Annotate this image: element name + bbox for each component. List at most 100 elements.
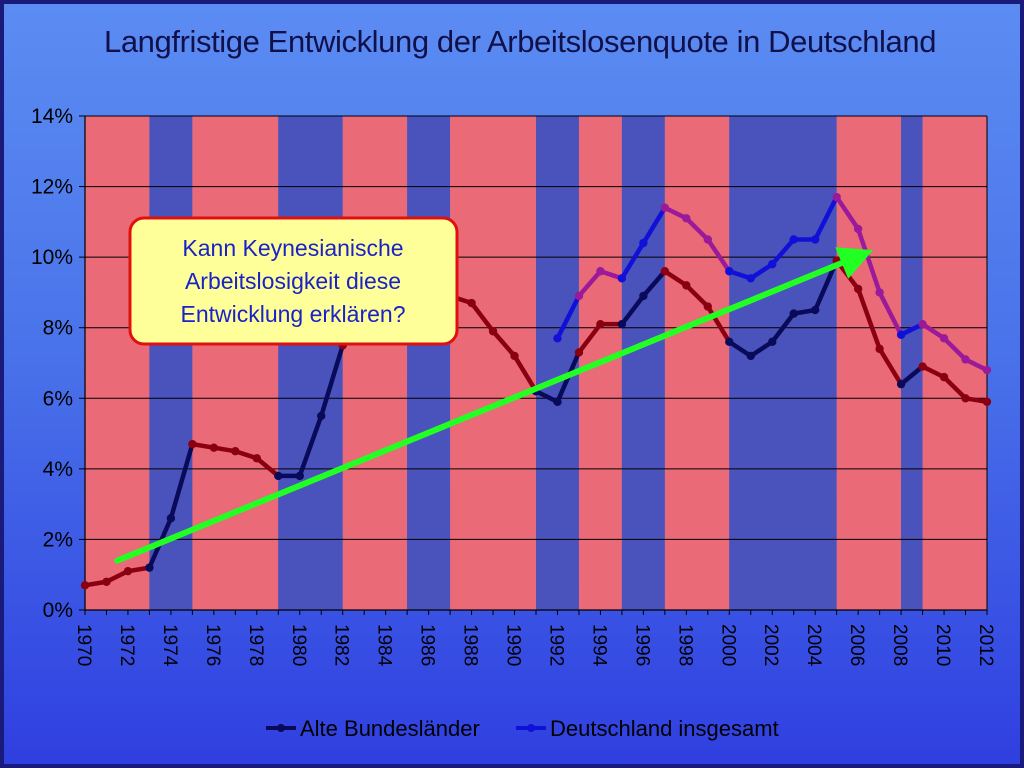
series-west-point: [252, 454, 262, 463]
x-tick-label: 1992: [545, 624, 566, 666]
series-west-point: [961, 394, 970, 403]
series-total-segment: [576, 269, 603, 299]
series-total-point: [789, 235, 798, 244]
x-tick-label: 2004: [803, 624, 824, 667]
legend-label-total: Deutschland insgesamt: [550, 716, 779, 741]
series-west-point: [639, 291, 648, 301]
series-west-point: [682, 281, 691, 290]
series-west-point: [123, 566, 133, 576]
band-blue: [901, 116, 923, 610]
series-west-point: [274, 471, 283, 481]
series-west-point: [725, 337, 734, 347]
series-west-point: [145, 563, 154, 572]
series-west-segment: [941, 374, 968, 401]
series-west-segment: [318, 343, 345, 419]
series-total-segment: [812, 194, 839, 242]
series-total-point: [939, 334, 949, 343]
series-west-point: [596, 319, 605, 329]
callout-box: Kann Keynesianische Arbeitslosigkeit die…: [128, 216, 459, 346]
series-total-point: [617, 274, 627, 283]
x-tick-label: 1980: [288, 624, 309, 666]
series-west-point: [467, 298, 476, 308]
series-west-segment: [254, 456, 281, 479]
legend-marker-west: [277, 724, 285, 732]
legend: Alte Bundesländer Deutschland insgesamt: [266, 716, 779, 741]
series-total-segment: [684, 216, 711, 242]
y-tick-label: 4%: [43, 458, 73, 481]
y-tick-label: 8%: [43, 317, 73, 340]
x-tick-label: 1998: [674, 624, 695, 666]
series-total-point: [875, 288, 884, 297]
series-total-segment: [641, 205, 668, 246]
band-blue: [536, 116, 579, 610]
x-tick-label: 2006: [846, 624, 867, 666]
series-west-point: [295, 471, 304, 481]
series-total-segment: [705, 237, 732, 274]
series-total-segment: [834, 194, 861, 232]
band-red: [836, 116, 902, 610]
series-total-segment: [941, 336, 968, 362]
series-west-point: [982, 397, 992, 407]
series-west-segment: [512, 353, 539, 394]
band-red: [85, 116, 150, 610]
legend-marker-total: [527, 724, 535, 732]
series-west-point: [80, 581, 90, 590]
series-total-segment: [619, 240, 646, 281]
x-tick-label: 1972: [116, 624, 137, 666]
series-total-point: [660, 203, 670, 212]
series-total-segment: [855, 226, 882, 295]
x-tick-label: 1984: [374, 624, 395, 667]
series-total-point: [961, 355, 970, 364]
series-total-point: [832, 192, 841, 202]
series-west-segment: [469, 300, 496, 334]
series-total-point: [810, 235, 820, 244]
y-tick-label: 14%: [31, 105, 73, 128]
band-red: [450, 116, 536, 610]
series-west-point: [488, 327, 498, 336]
x-tick-label: 1986: [417, 624, 438, 666]
callout-background: [128, 216, 459, 346]
x-tick-label: 2008: [889, 624, 910, 666]
series-west-segment: [619, 293, 646, 327]
series-west-segment: [855, 286, 882, 352]
series-west-point: [574, 348, 584, 357]
series-west-point: [768, 337, 777, 347]
band-blue: [149, 116, 193, 610]
x-tick-label: 1990: [503, 624, 524, 666]
series-total-point: [639, 238, 648, 248]
x-tick-label: 2002: [760, 624, 781, 666]
series-total-point: [725, 267, 734, 276]
series-west-point: [188, 439, 197, 449]
trend-arrow-head: [835, 247, 874, 279]
legend-label-west: Alte Bundesländer: [300, 716, 480, 741]
series-west-point: [553, 397, 562, 407]
series-west-point: [510, 351, 519, 361]
callout-line-2: Arbeitslosigkeit diese: [185, 268, 401, 294]
series-west-segment: [877, 346, 904, 387]
y-axis-ticks: 0% 2% 4% 6% 8% 10% 12% 14%: [31, 105, 73, 622]
trend-arrow-shaft: [114, 260, 845, 564]
series-west-segment: [297, 413, 324, 479]
band-blue: [621, 116, 665, 610]
background-bands: [85, 116, 987, 610]
series-west-point: [660, 267, 670, 276]
series-west-segment: [898, 364, 925, 387]
band-red: [342, 116, 408, 610]
series-total-point: [982, 365, 992, 375]
x-tick-label: 1978: [245, 624, 266, 666]
series-total-point: [574, 291, 584, 301]
series-west-segment: [168, 441, 195, 521]
series-west-point: [939, 372, 949, 382]
series-west-point: [896, 379, 906, 389]
x-tick-label: 1970: [73, 624, 94, 666]
series-west-segment: [748, 339, 775, 359]
series-total-point: [918, 319, 927, 329]
x-tick-label: 2012: [975, 624, 996, 666]
y-tick-label: 10%: [31, 246, 73, 269]
series-total-segment: [920, 321, 947, 341]
series-total-point: [703, 235, 713, 244]
series-total-point: [682, 214, 691, 223]
band-red: [192, 116, 279, 610]
y-tick-label: 12%: [31, 176, 73, 199]
series-west-point: [166, 514, 176, 523]
